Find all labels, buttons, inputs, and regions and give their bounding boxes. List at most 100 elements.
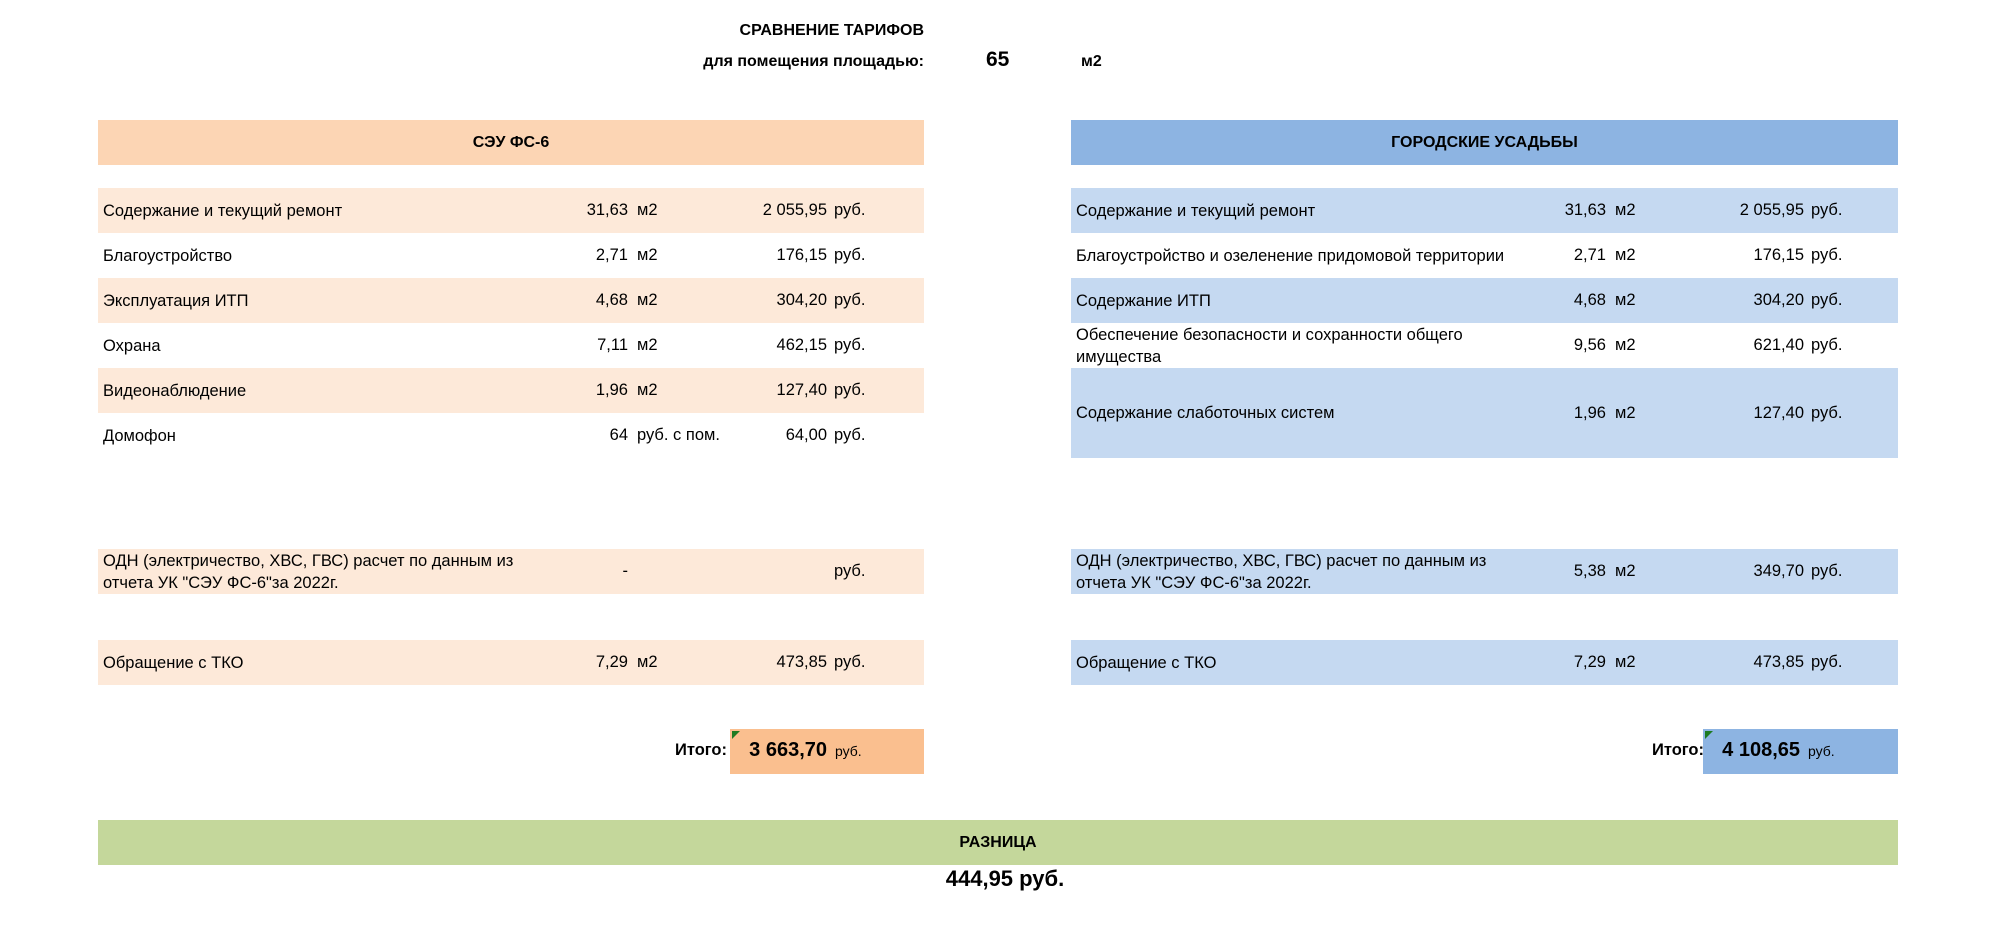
sum-value[interactable]: 473,85	[776, 653, 827, 671]
rate-value[interactable]: 7,29	[1573, 653, 1606, 671]
sum-currency: руб.	[1811, 201, 1843, 219]
left-tariff-row: Обращение с ТКО 7,29 м2 473,85 руб.	[98, 640, 924, 685]
rate-value[interactable]: 7,29	[595, 653, 628, 671]
service-label: Эксплуатация ИТП	[103, 291, 249, 310]
left-tariff-row: Охрана 7,11 м2 462,15 руб.	[98, 323, 924, 368]
difference-value: 444,95 руб.	[945, 866, 1065, 891]
rate-unit: м2	[637, 291, 658, 309]
rate-unit: м2	[637, 246, 658, 264]
rate-unit: м2	[1615, 201, 1636, 219]
left-total-cell[interactable]: 3 663,70 руб.	[730, 729, 924, 774]
sum-currency: руб.	[834, 246, 866, 264]
service-label: Обращение с ТКО	[1076, 653, 1217, 672]
sum-value[interactable]: 2 055,95	[762, 201, 827, 219]
rate-unit: м2	[1615, 336, 1636, 354]
sum-value[interactable]: 176,15	[776, 246, 827, 264]
left-tariff-row: Видеонаблюдение 1,96 м2 127,40 руб.	[98, 368, 924, 413]
left-tariff-row: Благоустройство 2,71 м2 176,15 руб.	[98, 233, 924, 278]
sum-value[interactable]: 64,00	[785, 426, 827, 444]
rate-unit: руб. с пом.	[637, 426, 720, 444]
sum-currency: руб.	[834, 653, 866, 671]
rate-value[interactable]: 1,96	[1573, 403, 1606, 422]
sum-value[interactable]: 176,15	[1753, 246, 1804, 264]
right-provider-header: ГОРОДСКИЕ УСАДЬБЫ	[1071, 120, 1898, 165]
sum-currency: руб.	[1811, 653, 1843, 671]
rate-value[interactable]: 5,38	[1573, 562, 1606, 580]
left-tariff-row: Эксплуатация ИТП 4,68 м2 304,20 руб.	[98, 278, 924, 323]
service-label: ОДН (электричество, ХВС, ГВС) расчет по …	[1076, 551, 1487, 592]
rate-unit: м2	[1615, 246, 1636, 264]
rate-unit: м2	[1615, 562, 1636, 580]
rate-value[interactable]: 31,63	[586, 201, 628, 219]
left-total-value: 3 663,70	[749, 739, 827, 761]
area-label: для помещения площадью:	[703, 53, 924, 70]
rate-value[interactable]: 9,56	[1573, 336, 1606, 354]
right-tariff-row: Обеспечение безопасности и сохранности о…	[1071, 323, 1898, 368]
right-total-cell[interactable]: 4 108,65 руб.	[1703, 729, 1898, 774]
right-tariff-row: Содержание ИТП 4,68 м2 304,20 руб.	[1071, 278, 1898, 323]
rate-value[interactable]: 31,63	[1564, 201, 1606, 219]
sum-value[interactable]: 621,40	[1753, 336, 1804, 354]
service-label: Благоустройство и озеленение придомовой …	[1076, 246, 1505, 265]
left-total-label: Итого:	[674, 741, 727, 759]
difference-header: РАЗНИЦА	[98, 820, 1898, 865]
sum-currency: руб.	[834, 291, 866, 309]
rate-value[interactable]: 64	[609, 426, 628, 444]
sum-currency: руб.	[834, 201, 866, 219]
rate-unit: м2	[1615, 653, 1636, 671]
sum-value[interactable]: 127,40	[1753, 403, 1804, 422]
right-total-currency: руб.	[1808, 743, 1835, 759]
rate-value[interactable]: 4,68	[595, 291, 628, 309]
right-tariff-row: Содержание слаботочных систем 1,96 м2 127,4…	[1071, 368, 1898, 458]
sum-value[interactable]: 304,20	[1753, 291, 1804, 309]
area-value[interactable]: 65	[986, 48, 1010, 71]
right-total-value: 4 108,65	[1722, 739, 1800, 761]
sum-value[interactable]: 127,40	[776, 381, 827, 399]
sum-currency: руб.	[834, 381, 866, 399]
left-tariff-row: Содержание и текущий ремонт 31,63 м2 2 055,…	[98, 188, 924, 233]
rate-value[interactable]: 1,96	[595, 381, 628, 399]
service-label: Обращение с ТКО	[103, 653, 244, 672]
sum-currency: руб.	[834, 562, 866, 580]
rate-value[interactable]: -	[622, 562, 629, 580]
right-tariff-row: Благоустройство и озеленение придомовой …	[1071, 233, 1898, 278]
rate-unit: м2	[637, 201, 658, 219]
page-title: СРАВНЕНИЕ ТАРИФОВ	[739, 22, 924, 39]
service-label: Охрана	[103, 336, 161, 355]
sum-value[interactable]: 304,20	[776, 291, 827, 309]
service-label: Содержание слаботочных систем	[1076, 404, 1335, 422]
right-tariff-row: Обращение с ТКО 7,29 м2 473,85 руб.	[1071, 640, 1898, 685]
sum-value[interactable]: 473,85	[1753, 653, 1804, 671]
left-tariff-row: Домофон 64 руб. с пом. 64,00 руб.	[98, 413, 924, 458]
rate-value[interactable]: 2,71	[595, 246, 628, 264]
sum-currency: руб.	[834, 336, 866, 354]
comment-indicator-icon	[732, 731, 740, 739]
service-label: Содержание ИТП	[1076, 291, 1211, 310]
sum-value[interactable]	[98, 549, 827, 594]
service-label: Содержание и текущий ремонт	[1076, 201, 1316, 220]
sum-value[interactable]: 349,70	[1753, 562, 1804, 580]
service-label: ОДН (электричество, ХВС, ГВС) расчет по …	[103, 551, 514, 592]
sum-currency: руб.	[1811, 336, 1843, 354]
right-total-label: Итого:	[1651, 741, 1704, 759]
comment-indicator-icon	[1705, 731, 1713, 739]
rate-value[interactable]: 7,11	[597, 336, 628, 354]
sum-currency: руб.	[1811, 246, 1843, 264]
sum-currency: руб.	[1811, 562, 1843, 580]
service-label: Благоустройство	[103, 246, 233, 265]
sum-currency: руб.	[1811, 403, 1843, 422]
left-provider-header: СЭУ ФС-6	[98, 120, 924, 165]
rate-value[interactable]: 4,68	[1573, 291, 1606, 309]
service-label: Видеонаблюдение	[103, 381, 247, 400]
sum-value[interactable]: 462,15	[776, 336, 827, 354]
service-label: Содержание и текущий ремонт	[103, 201, 343, 220]
rate-unit: м2	[637, 381, 658, 399]
left-tariff-row: ОДН (электричество, ХВС, ГВС) расчет по …	[98, 549, 924, 594]
rate-unit: м2	[1615, 403, 1636, 422]
left-total-currency: руб.	[835, 743, 862, 759]
sum-value[interactable]: 2 055,95	[1739, 201, 1804, 219]
rate-value[interactable]: 2,71	[1573, 246, 1606, 264]
rate-unit: м2	[637, 653, 658, 671]
right-tariff-row: ОДН (электричество, ХВС, ГВС) расчет по …	[1071, 549, 1898, 594]
right-tariff-row: Содержание и текущий ремонт 31,63 м2 2 055,…	[1071, 188, 1898, 233]
